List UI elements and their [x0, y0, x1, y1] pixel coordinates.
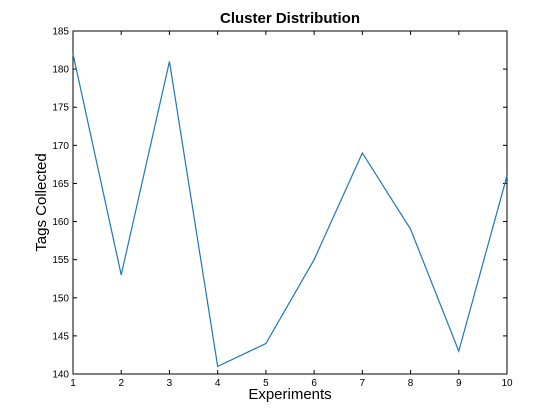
x-tick-label: 8: [408, 378, 414, 389]
y-tick-label: 175: [52, 103, 69, 114]
y-axis: 140 145 150 155 160 165 170 175 180 185: [52, 27, 507, 381]
y-tick-label: 155: [52, 255, 69, 266]
plot-area: 1 2 3 4 5 6 7 8 9 10 1401451501551601651701751801…: [52, 27, 513, 390]
y-tick-label: 150: [52, 293, 69, 304]
x-tick-label: 7: [360, 378, 366, 389]
x-tick-label: 5: [263, 378, 269, 389]
y-tick-label: 180: [52, 65, 69, 76]
x-axis-label: Experiments: [248, 386, 331, 403]
y-tick-label: 160: [52, 217, 69, 228]
x-tick-label: 6: [311, 378, 317, 389]
chart-title: Cluster Distribution: [220, 10, 360, 27]
x-axis: 1 2 3 4 5 6 7 8 9 10: [70, 31, 513, 389]
axes-box: [72, 30, 508, 375]
x-tick-label: 2: [118, 378, 124, 389]
y-tick-label: 185: [52, 27, 69, 38]
x-tick-label: 1: [70, 378, 76, 389]
y-tick-label: 165: [52, 179, 69, 190]
x-tick-label: 10: [501, 378, 513, 389]
y-tick-label: 170: [52, 141, 69, 152]
y-tick-label: 145: [52, 331, 69, 342]
x-tick-label: 4: [215, 378, 221, 389]
y-axis-label: Tags Collected: [33, 153, 50, 251]
x-tick-label: 9: [456, 378, 462, 389]
y-tick-label: 140: [52, 370, 69, 381]
series-layer: [72, 53, 508, 368]
x-tick-label: 3: [167, 378, 173, 389]
series-line-1: [72, 53, 508, 368]
